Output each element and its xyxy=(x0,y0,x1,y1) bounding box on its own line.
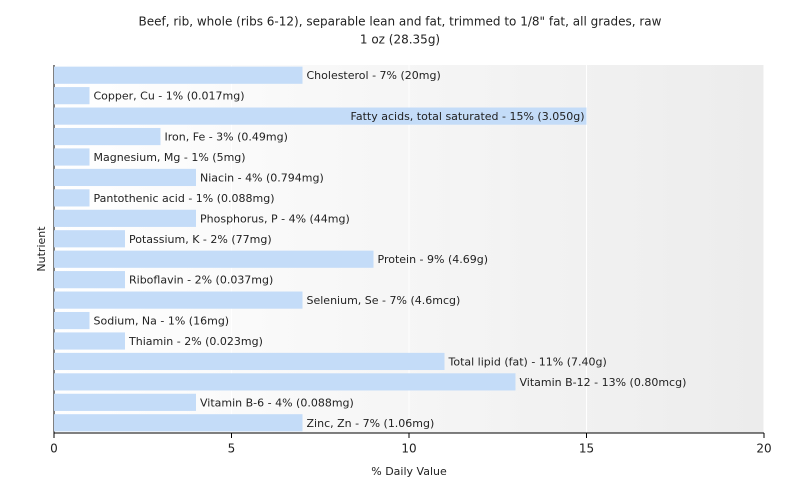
value-label: Phosphorus, P - 4% (44mg) xyxy=(200,212,350,225)
bar xyxy=(54,168,196,187)
x-tick-label: 10 xyxy=(401,442,416,456)
x-tick-label: 15 xyxy=(579,442,594,456)
y-axis-label: Nutrient xyxy=(35,226,48,272)
bar xyxy=(54,230,125,248)
value-label: Selenium, Se - 7% (4.6mcg) xyxy=(307,294,461,307)
bar xyxy=(54,87,90,105)
value-label: Thiamin - 2% (0.023mg) xyxy=(128,335,263,348)
bar xyxy=(54,393,196,411)
x-tick-label: 20 xyxy=(756,442,771,456)
x-axis-label: % Daily Value xyxy=(371,465,447,478)
bar xyxy=(54,107,587,125)
value-label: Cholesterol - 7% (20mg) xyxy=(307,69,441,82)
value-label: Zinc, Zn - 7% (1.06mg) xyxy=(307,417,435,430)
value-label: Protein - 9% (4.69g) xyxy=(378,253,489,266)
value-label: Magnesium, Mg - 1% (5mg) xyxy=(94,151,246,164)
value-label: Iron, Fe - 3% (0.49mg) xyxy=(165,131,288,144)
chart-title: Beef, rib, whole (ribs 6-12), separable … xyxy=(139,15,662,29)
value-label: Sodium, Na - 1% (16mg) xyxy=(94,315,230,328)
value-label: Fatty acids, total saturated - 15% (3.05… xyxy=(351,110,585,123)
bar xyxy=(54,66,303,84)
bar xyxy=(54,332,125,350)
value-label: Vitamin B-6 - 4% (0.088mg) xyxy=(200,396,354,409)
bar xyxy=(54,148,90,166)
value-label: Pantothenic acid - 1% (0.088mg) xyxy=(94,192,275,205)
value-label: Potassium, K - 2% (77mg) xyxy=(129,233,272,246)
value-label: Niacin - 4% (0.794mg) xyxy=(200,171,324,184)
value-label: Vitamin B-12 - 13% (0.80mcg) xyxy=(520,376,687,389)
bar xyxy=(54,373,516,391)
value-label: Total lipid (fat) - 11% (7.40g) xyxy=(448,355,607,368)
bar xyxy=(54,414,303,432)
x-tick-label: 5 xyxy=(228,442,236,456)
bar xyxy=(54,189,90,207)
bar xyxy=(54,352,445,371)
bar xyxy=(54,291,303,309)
bar xyxy=(54,311,90,330)
bar xyxy=(54,127,161,146)
bar xyxy=(54,209,196,227)
bar xyxy=(54,271,125,289)
bar xyxy=(54,250,374,268)
value-label: Riboflavin - 2% (0.037mg) xyxy=(129,274,273,287)
value-label: Copper, Cu - 1% (0.017mg) xyxy=(94,90,245,103)
chart-subtitle: 1 oz (28.35g) xyxy=(360,33,440,47)
x-tick-label: 0 xyxy=(50,442,58,456)
